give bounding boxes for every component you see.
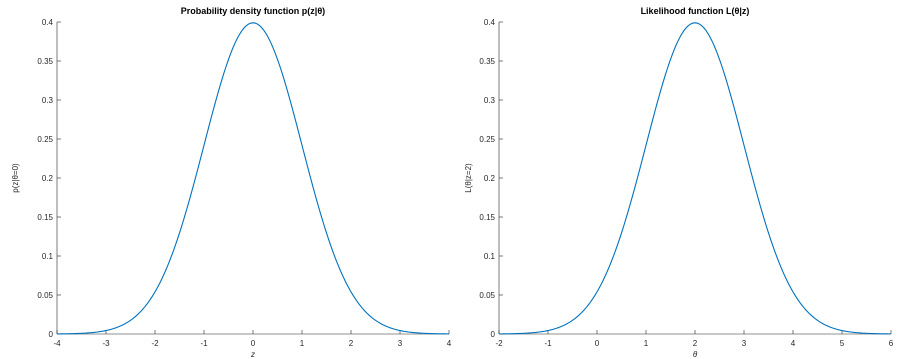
x-tick-label: 4 <box>791 339 796 348</box>
y-tick-label: 0.3 <box>42 96 54 105</box>
x-tick-label: -2 <box>151 339 159 348</box>
x-tick-label: 3 <box>398 339 403 348</box>
y-tick-label: 0.15 <box>479 213 495 222</box>
y-tick-label: 0.25 <box>479 135 495 144</box>
x-tick-label: -2 <box>495 339 503 348</box>
x-axis-label: z <box>250 350 255 359</box>
y-tick-label: 0.05 <box>37 291 53 300</box>
chart-left: -4 -3 -2 -1 0 1 2 3 4 0 0.05 0.1 0.15 0.2 0.25 0.3 0.35 0… <box>11 6 452 359</box>
y-tick-label: 0.05 <box>479 291 495 300</box>
x-tick-label: 2 <box>693 339 698 348</box>
y-axis-label: L(θ|z=2) <box>464 163 473 193</box>
x-tick-label: -4 <box>53 339 61 348</box>
y-tick-label: 0.4 <box>42 18 54 27</box>
chart-title: Likelihood function L(θ|z) <box>641 6 750 16</box>
y-tick-label: 0.3 <box>484 96 496 105</box>
y-tick-label: 0 <box>491 330 496 339</box>
x-tick-label: -1 <box>544 339 552 348</box>
x-tick-label: 6 <box>889 339 894 348</box>
y-axis-label: p(z|θ=0) <box>11 163 20 193</box>
y-tick-label: 0 <box>49 330 54 339</box>
x-tick-label: -1 <box>200 339 208 348</box>
x-axis-label: θ <box>693 350 698 359</box>
x-tick-label: 3 <box>742 339 747 348</box>
y-tick-label: 0.15 <box>37 213 53 222</box>
y-tick-label: 0.25 <box>37 135 53 144</box>
y-tick-label: 0.35 <box>37 57 53 66</box>
y-tick-label: 0.2 <box>484 174 496 183</box>
series-line <box>498 22 892 335</box>
x-tick-label: -3 <box>102 339 110 348</box>
chart-right: -2 -1 0 1 2 3 4 5 6 0 0.05 0.1 0.15 0.2 0.25 0.3 0.35 0.4… <box>464 6 894 359</box>
x-tick-label: 0 <box>595 339 600 348</box>
y-tick-label: 0.2 <box>42 174 54 183</box>
x-tick-label: 4 <box>447 339 452 348</box>
x-tick-label: 5 <box>840 339 845 348</box>
chart-title: Probability density function p(z|θ) <box>181 6 325 16</box>
x-tick-label: 0 <box>251 339 256 348</box>
x-tick-label: 1 <box>300 339 305 348</box>
series-line <box>56 22 450 335</box>
x-tick-label: 2 <box>349 339 354 348</box>
y-tick-label: 0.35 <box>479 57 495 66</box>
y-tick-label: 0.4 <box>484 18 496 27</box>
y-tick-label: 0.1 <box>42 252 54 261</box>
x-tick-label: 1 <box>644 339 649 348</box>
y-tick-label: 0.1 <box>484 252 496 261</box>
